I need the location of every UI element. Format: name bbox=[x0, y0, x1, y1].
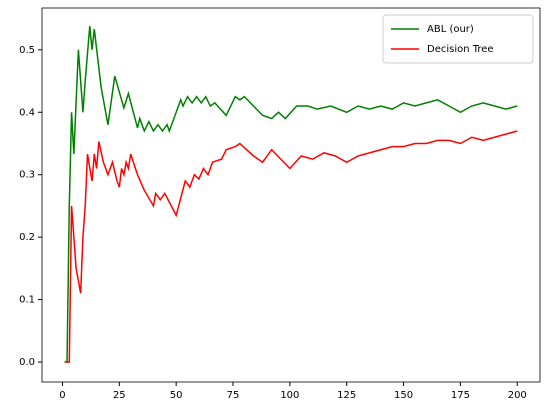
x-tick-label: 100 bbox=[280, 390, 299, 401]
x-tick-label: 25 bbox=[113, 390, 126, 401]
x-tick-label: 175 bbox=[451, 390, 470, 401]
legend-label: ABL (our) bbox=[427, 24, 474, 35]
legend-label: Decision Tree bbox=[427, 44, 494, 55]
x-tick-label: 150 bbox=[394, 390, 413, 401]
x-tick-label: 125 bbox=[337, 390, 356, 401]
line bbox=[64, 26, 518, 363]
x-tick-label: 75 bbox=[227, 390, 240, 401]
y-tick-label: 0.5 bbox=[19, 45, 35, 56]
y-tick-label: 0.2 bbox=[19, 232, 35, 243]
line bbox=[64, 130, 518, 363]
y-tick-label: 0.0 bbox=[19, 357, 35, 368]
x-tick-label: 50 bbox=[170, 390, 183, 401]
y-tick-label: 0.3 bbox=[19, 170, 35, 181]
x-tick-label: 200 bbox=[508, 390, 527, 401]
legend bbox=[382, 14, 534, 64]
x-tick-label: 0 bbox=[59, 390, 65, 401]
y-tick-label: 0.1 bbox=[19, 295, 35, 306]
axes-frame bbox=[41, 7, 541, 383]
y-tick-label: 0.4 bbox=[19, 107, 35, 118]
